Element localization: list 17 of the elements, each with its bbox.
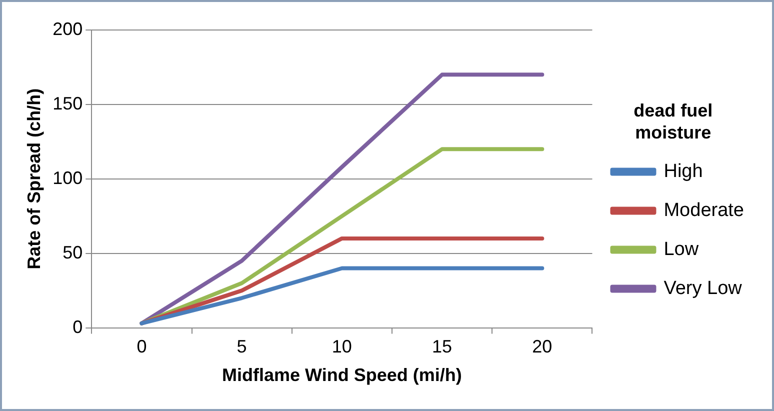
y-tick-label: 200: [52, 18, 83, 39]
y-tick-label: 0: [72, 316, 83, 337]
legend-label: Moderate: [664, 200, 744, 222]
y-tick-label: 150: [52, 93, 83, 114]
x-tick-label: 15: [432, 336, 452, 357]
y-axis-title: Rate of Spread (ch/h): [24, 88, 44, 270]
y-tick-label: 50: [62, 242, 83, 262]
x-tick-label: 20: [532, 336, 552, 357]
x-tick-label: 10: [332, 336, 352, 357]
legend-label: Very Low: [664, 278, 742, 300]
y-tick-label: 100: [52, 168, 83, 188]
legend-title: dead fuel moisture: [634, 100, 713, 142]
x-tick-label: 0: [136, 336, 147, 357]
legend-label: Low: [664, 239, 699, 260]
x-axis-title: Midflame Wind Speed (mi/h): [222, 365, 462, 386]
x-tick-label: 5: [236, 336, 247, 357]
legend-label: High: [664, 161, 703, 182]
